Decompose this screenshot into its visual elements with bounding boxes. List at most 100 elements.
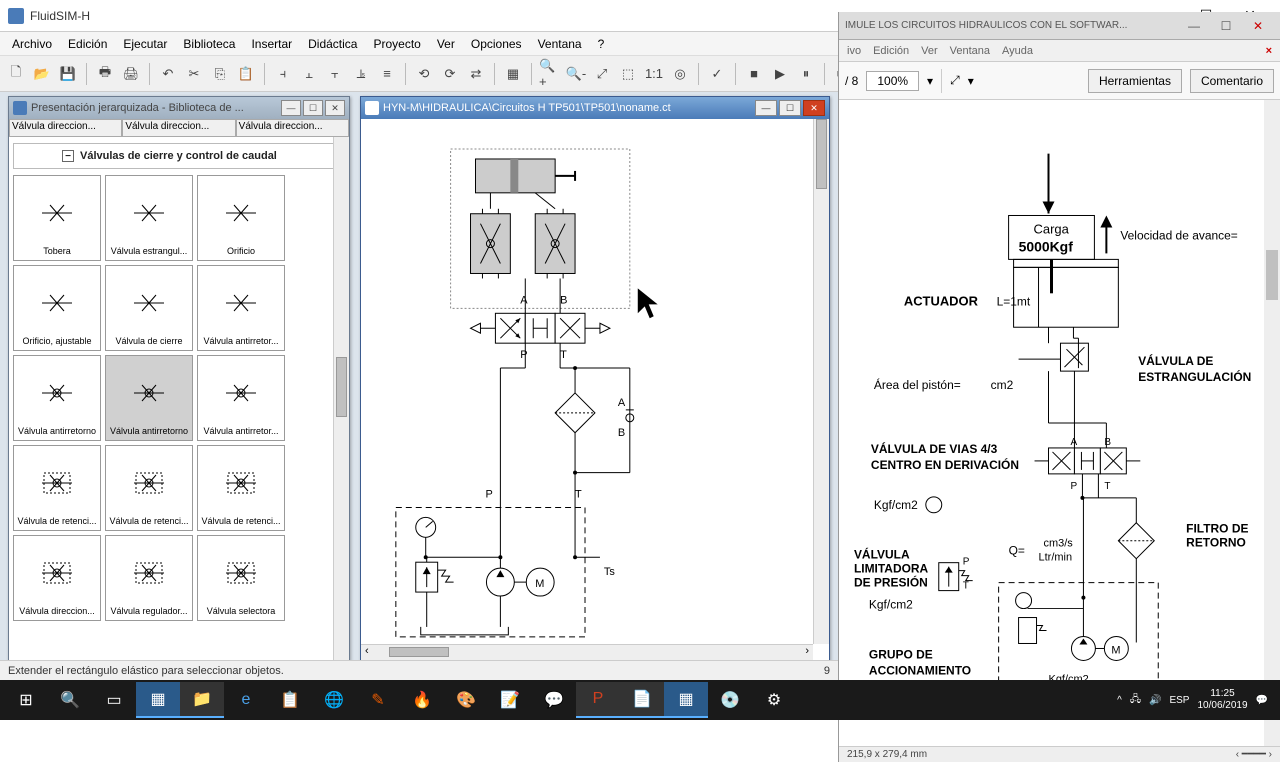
taskbar-paint[interactable]: 🎨: [444, 682, 488, 718]
align4-icon[interactable]: ⫡: [349, 62, 373, 86]
save-icon[interactable]: 💾: [56, 62, 80, 86]
tray-net-icon[interactable]: 🖧: [1130, 692, 1141, 709]
pdf-menu-1[interactable]: Edición: [873, 45, 909, 57]
pdf-fit-icon[interactable]: ⤢: [950, 73, 960, 88]
zoom-1-icon[interactable]: 1:1: [642, 62, 666, 86]
library-cell[interactable]: Válvula direccion...: [13, 535, 101, 621]
pdf-close-button[interactable]: ✕: [1242, 16, 1274, 36]
undo-icon[interactable]: ↶: [156, 62, 180, 86]
pdf-zoom-dd-icon[interactable]: ▾: [927, 74, 933, 88]
library-scrollbar[interactable]: [333, 137, 349, 660]
align1-icon[interactable]: ⫞: [271, 62, 295, 86]
new-icon[interactable]: 🗋: [4, 62, 28, 86]
circuit-canvas[interactable]: A B P T: [361, 119, 813, 644]
tray-vol-icon[interactable]: 🔊: [1149, 695, 1161, 706]
library-cell[interactable]: Válvula antirretorno: [13, 355, 101, 441]
taskbar-ppt[interactable]: P: [576, 682, 620, 718]
taskbar-pdf[interactable]: 📄: [620, 682, 664, 718]
library-section-header[interactable]: − Válvulas de cierre y control de caudal: [13, 143, 345, 169]
library-cell[interactable]: Válvula de retenci...: [197, 445, 285, 531]
copy-icon[interactable]: ⎘: [208, 62, 232, 86]
taskbar-explorer[interactable]: 📁: [180, 682, 224, 718]
library-tab-2[interactable]: Válvula direccion...: [236, 119, 349, 137]
check-icon[interactable]: ✓: [705, 62, 729, 86]
library-cell[interactable]: Válvula antirretor...: [197, 355, 285, 441]
zoom-in-icon[interactable]: 🔍+: [538, 62, 562, 86]
library-cell[interactable]: Válvula estrangul...: [105, 175, 193, 261]
flip-icon[interactable]: ⇄: [464, 62, 488, 86]
library-tab-1[interactable]: Válvula direccion...: [122, 119, 235, 137]
menu-insertar[interactable]: Insertar: [243, 35, 300, 53]
library-cell[interactable]: Válvula de retenci...: [13, 445, 101, 531]
pdf-bg-close-icon[interactable]: ×: [1266, 45, 1272, 57]
library-max-button[interactable]: ☐: [303, 100, 323, 116]
grid-icon[interactable]: ▦: [501, 62, 525, 86]
menu-edicion[interactable]: Edición: [60, 35, 115, 53]
library-cell[interactable]: Válvula selectora: [197, 535, 285, 621]
circuit-close-button[interactable]: ✕: [803, 100, 825, 116]
pdf-menu-0[interactable]: ivo: [847, 45, 861, 57]
print-preview-icon[interactable]: 🖶: [93, 62, 117, 86]
pdf-menu-4[interactable]: Ayuda: [1002, 45, 1033, 57]
menu-ver[interactable]: Ver: [429, 35, 463, 53]
pdf-tools-button[interactable]: Herramientas: [1088, 69, 1182, 93]
menu-biblioteca[interactable]: Biblioteca: [175, 35, 243, 53]
open-icon[interactable]: 📂: [30, 62, 54, 86]
pdf-dd2-icon[interactable]: ▾: [968, 74, 974, 88]
library-cell[interactable]: Tobera: [13, 175, 101, 261]
taskbar-notes[interactable]: 📝: [488, 682, 532, 718]
pdf-min-button[interactable]: —: [1178, 16, 1210, 36]
circuit-titlebar[interactable]: HYN-M\HIDRAULICA\Circuitos H TP501\TP501…: [361, 97, 829, 119]
menu-proyecto[interactable]: Proyecto: [365, 35, 428, 53]
rotate1-icon[interactable]: ⟲: [412, 62, 436, 86]
pdf-vscroll[interactable]: [1264, 100, 1280, 746]
taskview-icon[interactable]: ▭: [92, 682, 136, 718]
collapse-icon[interactable]: −: [62, 150, 74, 162]
circuit-min-button[interactable]: —: [755, 100, 777, 116]
align5-icon[interactable]: ≡: [375, 62, 399, 86]
menu-ventana[interactable]: Ventana: [530, 35, 590, 53]
library-min-button[interactable]: —: [281, 100, 301, 116]
taskbar-edge[interactable]: e: [224, 682, 268, 718]
menu-help[interactable]: ?: [590, 35, 613, 53]
paste-icon[interactable]: 📋: [234, 62, 258, 86]
taskbar-app3[interactable]: 🔥: [400, 682, 444, 718]
tray-clock[interactable]: 11:2510/06/2019: [1197, 688, 1247, 712]
pdf-content[interactable]: Carga 5000Kgf Velocidad de avance= ACTUA…: [839, 100, 1264, 746]
circuit-max-button[interactable]: ☐: [779, 100, 801, 116]
library-cell[interactable]: Orificio: [197, 175, 285, 261]
library-cell[interactable]: Válvula de cierre: [105, 265, 193, 351]
taskbar-app1[interactable]: 📋: [268, 682, 312, 718]
library-cell[interactable]: Válvula de retenci...: [105, 445, 193, 531]
menu-archivo[interactable]: Archivo: [4, 35, 60, 53]
zoom-sel-icon[interactable]: ⬚: [616, 62, 640, 86]
align2-icon[interactable]: ⫠: [297, 62, 321, 86]
taskbar-whatsapp[interactable]: 💬: [532, 682, 576, 718]
tray-up-icon[interactable]: ^: [1117, 695, 1122, 706]
start-button[interactable]: ⊞: [4, 682, 48, 718]
pause-icon[interactable]: ⏸: [794, 62, 818, 86]
tray-notif-icon[interactable]: 💬: [1256, 695, 1268, 706]
library-cell[interactable]: Orificio, ajustable: [13, 265, 101, 351]
pdf-menu-2[interactable]: Ver: [921, 45, 938, 57]
align3-icon[interactable]: ⫟: [323, 62, 347, 86]
stop-icon[interactable]: ■: [742, 62, 766, 86]
zoom-fit-icon[interactable]: ⤢: [590, 62, 614, 86]
menu-didactica[interactable]: Didáctica: [300, 35, 365, 53]
play-icon[interactable]: ▶: [768, 62, 792, 86]
taskbar-app2[interactable]: ✎: [356, 682, 400, 718]
library-tab-0[interactable]: Válvula direccion...: [9, 119, 122, 137]
pdf-max-button[interactable]: ☐: [1210, 16, 1242, 36]
circuit-vscroll[interactable]: [813, 119, 829, 644]
rotate2-icon[interactable]: ⟳: [438, 62, 462, 86]
system-tray[interactable]: ^ 🖧 🔊 ESP 11:2510/06/2019 💬: [1109, 688, 1276, 712]
library-cell[interactable]: Válvula regulador...: [105, 535, 193, 621]
taskbar-app4[interactable]: 💿: [708, 682, 752, 718]
pdf-menu-3[interactable]: Ventana: [950, 45, 990, 57]
pdf-comment-button[interactable]: Comentario: [1190, 69, 1274, 93]
menu-opciones[interactable]: Opciones: [463, 35, 530, 53]
taskbar-app5[interactable]: ⚙: [752, 682, 796, 718]
menu-ejecutar[interactable]: Ejecutar: [115, 35, 175, 53]
circuit-hscroll[interactable]: ‹›: [361, 644, 813, 660]
library-cell[interactable]: Válvula antirretorno: [105, 355, 193, 441]
